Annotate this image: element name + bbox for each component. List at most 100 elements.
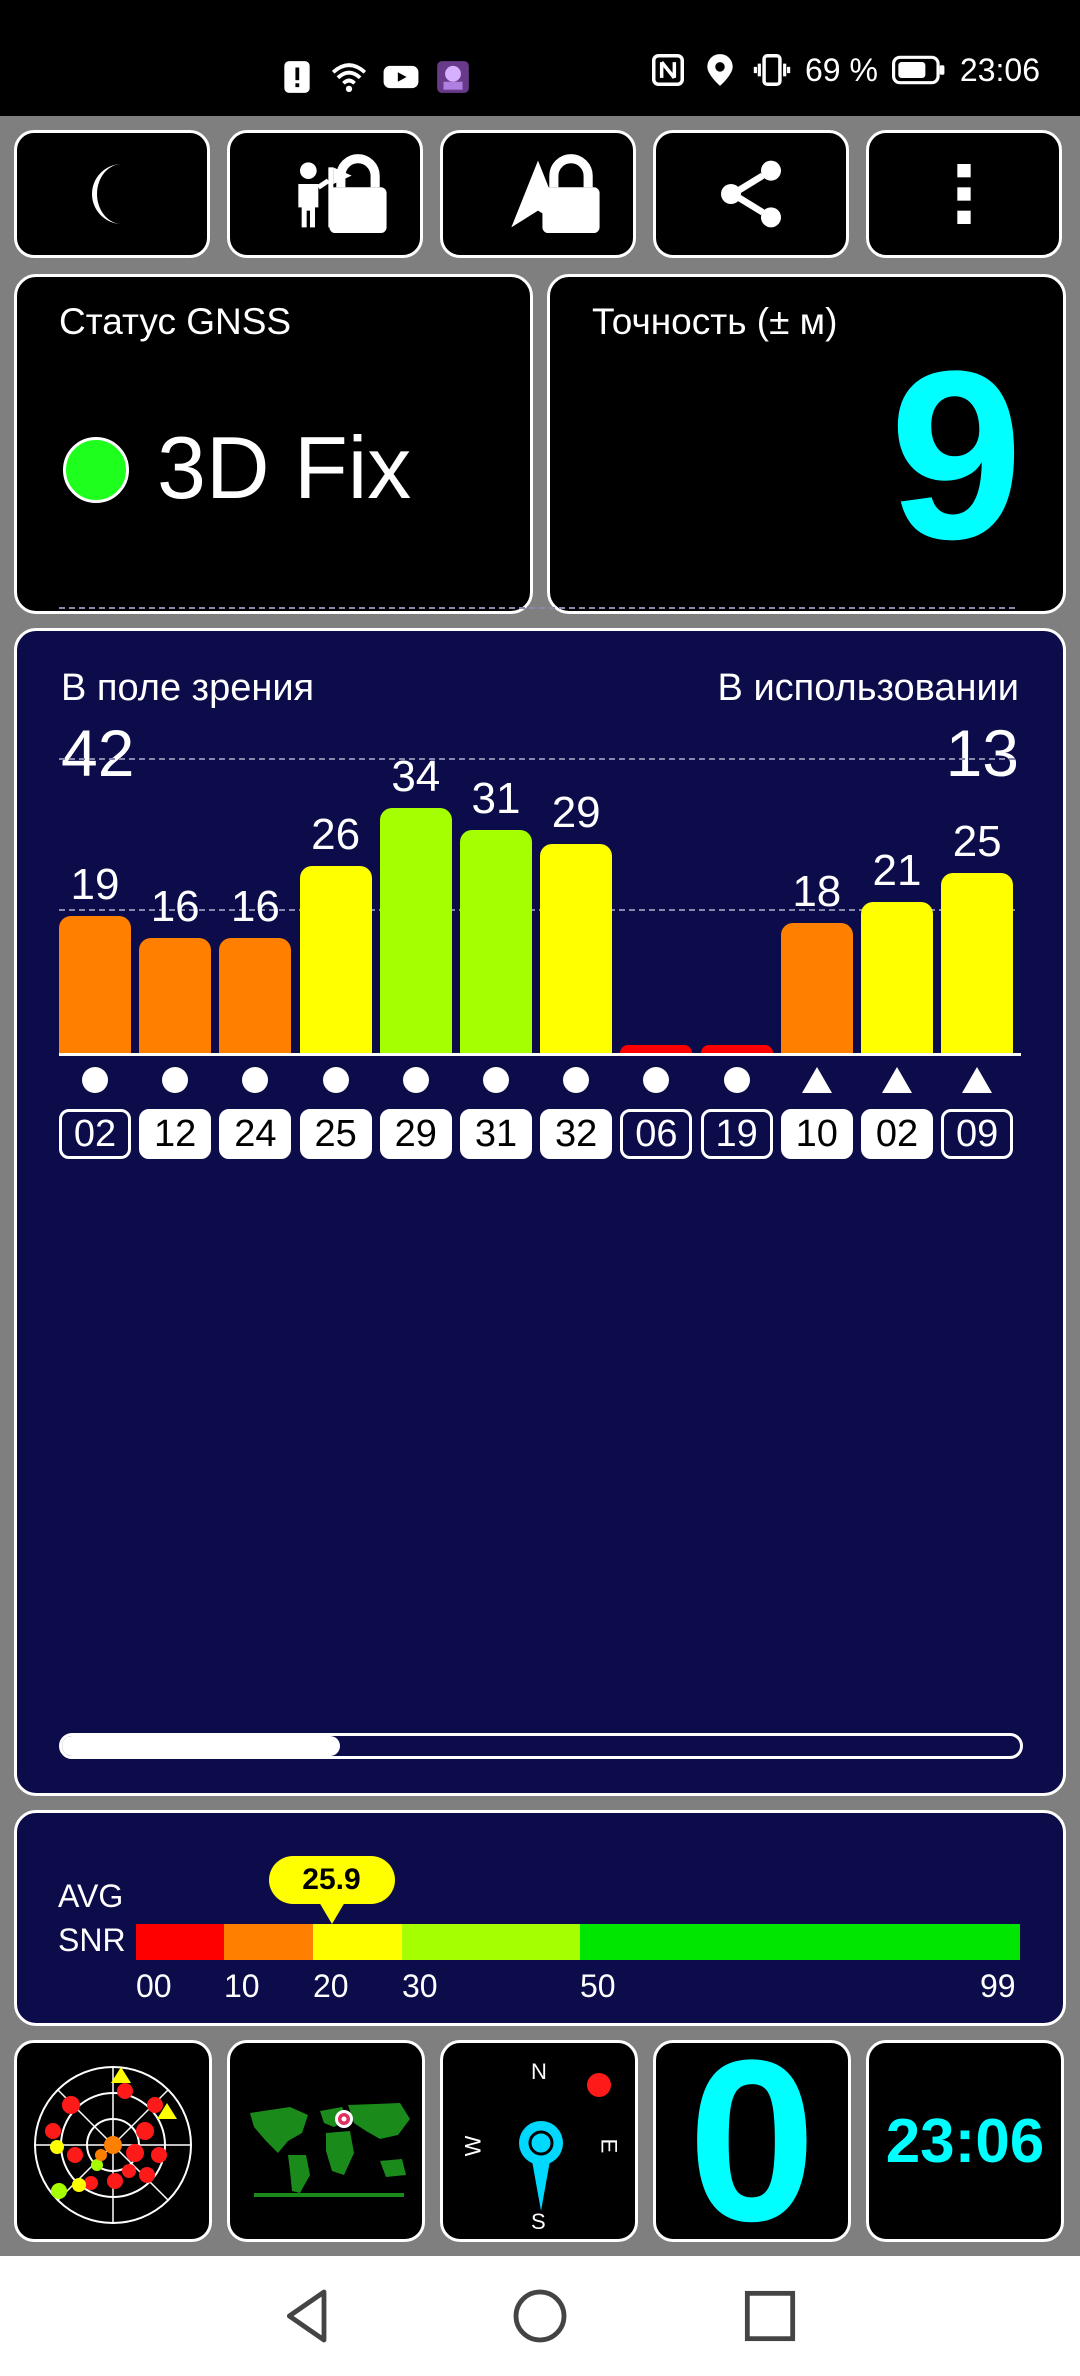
sky-view-widget[interactable] [14,2040,212,2242]
share-icon [721,160,781,228]
share-button[interactable] [653,130,849,258]
constellation-dot-icon [540,1067,612,1101]
compass-south: S [531,2209,546,2234]
snr-bar-label: 16 [150,881,200,931]
gnss-status-label: Статус GNSS [59,301,292,342]
alert-icon [284,61,310,93]
gnss-status-value: 3D Fix [157,418,412,517]
chart-scrollbar[interactable] [59,1733,1023,1759]
home-icon[interactable] [508,2284,572,2348]
compass-needle-icon [519,2073,611,2211]
status-icons-right: 69 % 23:06 [649,50,1040,90]
more-vertical-icon [957,164,971,224]
in-use-label: В использовании [717,667,1019,709]
clock-value: 23:06 [885,2106,1045,2176]
avg-snr-label-bottom: SNR [58,1922,126,1958]
snr-bar-label: 18 [792,867,842,917]
snr-scale-segment [402,1924,580,1960]
more-options-button[interactable] [866,130,1062,258]
snr-bar [299,865,372,1053]
compass-north: N [531,2059,547,2084]
satellite-id[interactable]: 12 [139,1109,212,1159]
snr-scale-segment [136,1924,224,1960]
snr-bar-label: 34 [391,752,441,802]
in-view-count: 42 [61,716,135,790]
battery-percent: 69 % [804,52,878,88]
satellite-id[interactable]: 09 [941,1109,1014,1159]
snr-bar [620,1045,693,1053]
snr-bar-label: 16 [230,881,280,931]
navigation-button[interactable] [440,130,636,258]
snr-scale-tick: 30 [402,1968,438,2004]
world-map-icon [250,2103,410,2197]
constellation-dot-icon [380,1067,452,1101]
app-notification-icon [437,61,469,93]
snr-bar-label: 29 [551,788,601,838]
accuracy-label: Точность (± м) [592,301,838,342]
satellite-id[interactable]: 29 [379,1109,452,1159]
constellation-dot-icon [460,1067,532,1101]
snr-bar [861,901,933,1053]
status-icons-left [278,58,472,96]
world-map-widget[interactable] [227,2040,425,2242]
constellation-dot-icon [139,1067,211,1101]
satellite-id[interactable]: 02 [861,1109,933,1159]
survey-mode-button[interactable] [227,130,423,258]
nfc-icon [651,54,684,86]
constellation-dot-icon [620,1067,692,1101]
satellite-id[interactable]: 19 [700,1109,773,1159]
lock-icon [329,154,387,233]
constellation-triangle-icon [941,1067,1013,1101]
location-icon [707,54,733,86]
satellite-id[interactable]: 02 [59,1109,131,1159]
satellite-id[interactable]: 32 [540,1109,613,1159]
snr-bar-label: 31 [471,773,521,823]
back-icon[interactable] [276,2284,340,2348]
fix-indicator [63,437,129,503]
gnss-status-panel: Статус GNSS 3D Fix [14,274,533,614]
accuracy-panel: Точность (± м) 9 [547,274,1066,614]
chart-gridline [59,909,1015,911]
navigation-bar [0,2256,1080,2376]
snr-bar [700,1045,773,1053]
recents-icon[interactable] [738,2284,802,2348]
snr-bar [941,873,1014,1053]
in-view-label: В поле зрения [61,667,315,709]
wifi-icon [331,63,367,93]
status-bar: 69 % 23:06 [0,0,1080,116]
snr-bar [59,916,131,1053]
snr-scale-tick: 99 [980,1968,1016,2004]
youtube-icon [383,65,419,89]
satellite-id[interactable]: 31 [460,1109,532,1159]
snr-scale-tick: 00 [136,1968,172,2004]
snr-scale-tick: 50 [580,1968,616,2004]
avg-snr-panel [14,1810,1066,2026]
battery-icon [891,55,945,85]
snr-bar-label: 19 [70,860,120,910]
snr-bar [780,923,853,1053]
satellite-id[interactable]: 06 [620,1109,693,1159]
snr-bar [540,844,613,1053]
chart-scrollbar-thumb[interactable] [62,1736,340,1756]
chart-gridline [59,606,1015,609]
status-time: 23:06 [959,52,1040,88]
in-use-count: 13 [945,716,1019,790]
snr-scale-segment [580,1924,1020,1960]
avg-snr-label-top: AVG [58,1878,124,1914]
chart-baseline [59,1053,1021,1056]
snr-bar [139,937,212,1053]
satellite-id[interactable]: 10 [780,1109,853,1159]
clock-widget[interactable]: 23:06 [866,2040,1064,2242]
snr-bar-label: 26 [311,809,361,859]
satellite-id[interactable]: 24 [219,1109,292,1159]
constellation-dot-icon [219,1067,291,1101]
compass-widget[interactable]: N S E W [440,2040,638,2242]
satellite-id[interactable]: 25 [299,1109,372,1159]
speed-widget[interactable]: 0 [653,2040,851,2242]
snr-bar-label: 21 [872,845,922,895]
night-mode-button[interactable] [14,130,210,258]
satellite-snr-panel: В поле зрения 42 В использовании 13 19 02… [14,606,1066,1796]
constellation-triangle-icon [861,1067,933,1101]
sky-plot-icon [34,2066,192,2224]
vibrate-icon [753,54,791,86]
